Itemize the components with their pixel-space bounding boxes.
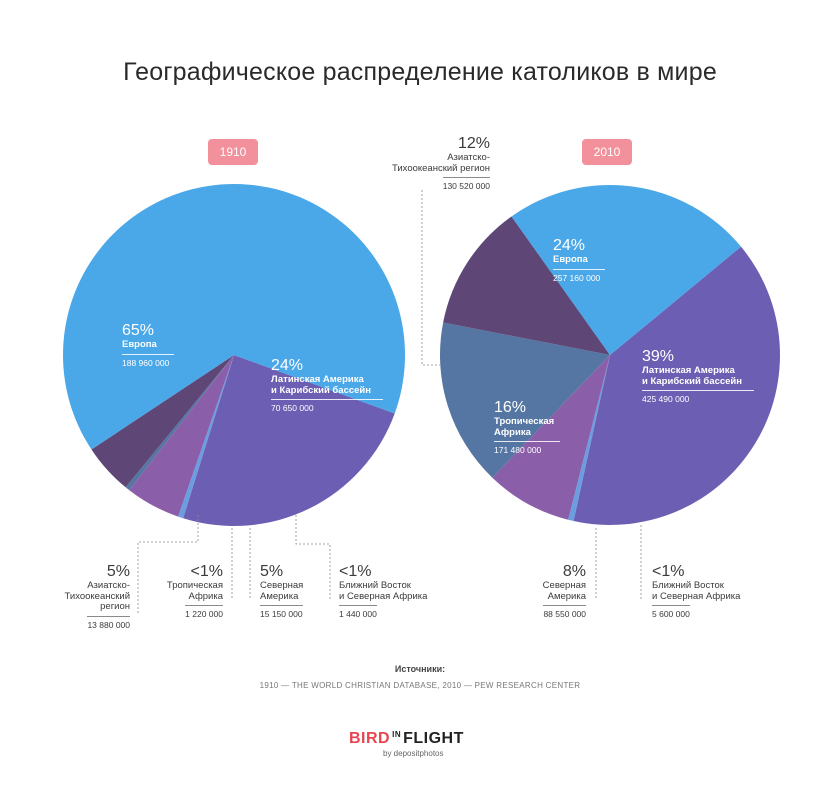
label-1910-africa: <1% Тропическая Африка 1 220 000 [150, 563, 223, 621]
label-2010-asia-name1: Азиатско- [447, 152, 490, 163]
leader-lines [137, 190, 642, 615]
label-1910-mideast-name2: и Северная Африка [339, 590, 428, 602]
slice-1910-mideast [178, 355, 234, 519]
label-2010-africa: 16% Тропическая Африка 171 480 000 [494, 399, 560, 457]
leader-2010-asia [421, 190, 440, 366]
label-2010-mideast-pct: <1% [652, 563, 685, 580]
label-2010-africa-name1: Тропическая [494, 416, 555, 427]
label-2010-africa-value: 171 480 000 [494, 441, 560, 456]
label-2010-namerica-pct: 8% [562, 563, 586, 580]
label-1910-asia-pct: 5% [106, 563, 130, 580]
logo-bird: BIRD [349, 730, 391, 747]
label-1910-asia-value: 13 880 000 [87, 615, 130, 631]
label-2010-europe-value: 257 160 000 [553, 268, 605, 284]
slice-1910-europe [63, 183, 406, 450]
label-2010-asia: 12% Азиатско- Тихоокеанский регион 130 5… [370, 135, 490, 193]
label-2010-europe-name: Европа [553, 254, 588, 265]
label-1910-namerica-name1: Северная [260, 580, 304, 591]
label-2010-mideast-value: 5 600 000 [652, 605, 690, 620]
label-1910-asia: 5% Азиатско- Тихоокеанский регион 13 880… [60, 563, 130, 631]
label-1910-namerica-pct: 5% [260, 563, 284, 580]
label-2010-latin-name2: и Карибский бассейн [642, 375, 743, 387]
leader-1910-asia [137, 515, 199, 615]
label-2010-asia-value: 130 520 000 [442, 177, 490, 192]
label-1910-latin-value: 70 650 000 [271, 399, 383, 414]
label-1910-asia-name2: Тихоокеанский [64, 590, 131, 602]
sources-title: Источники: [394, 664, 446, 674]
pie-1910 [63, 183, 406, 526]
label-2010-latin: 39% Латинская Америка и Карибский бассей… [642, 348, 754, 406]
label-1910-namerica-value: 15 150 000 [260, 605, 303, 620]
label-1910-asia-name3: регион [100, 601, 130, 612]
bird-in-flight-logo: BIRD IN FLIGHT [349, 730, 464, 748]
label-1910-latin-name1: Латинская Америка [271, 374, 364, 385]
label-1910-latin: 24% Латинская Америка и Карибский бассей… [271, 357, 383, 415]
label-2010-latin-value: 425 490 000 [642, 390, 754, 405]
label-2010-africa-name2: Африка [494, 426, 531, 438]
slice-2010-latin [573, 246, 780, 525]
leader-1910-mideast [295, 515, 331, 600]
slice-1910-africa [125, 355, 234, 491]
label-2010-mideast: <1% Ближний Восток и Северная Африка 5 6… [652, 563, 740, 621]
label-2010-asia-name2: Тихоокеанский регион [391, 162, 490, 174]
label-1910-africa-name2: Африка [188, 590, 224, 602]
label-1910-namerica: 5% Северная Америка 15 150 000 [260, 563, 303, 621]
label-2010-mideast-name1: Ближний Восток [652, 580, 724, 591]
label-1910-africa-name1: Тропическая [166, 580, 223, 591]
label-1910-europe-name: Европа [122, 339, 157, 350]
label-2010-mideast-name2: и Северная Африка [652, 590, 741, 602]
slice-2010-asia [443, 216, 610, 355]
slice-1910-asia [91, 355, 234, 488]
label-1910-latin-pct: 24% [271, 357, 304, 374]
label-2010-namerica-value: 88 550 000 [543, 605, 586, 620]
label-1910-europe: 65% Европа 188 960 000 [122, 322, 174, 369]
label-2010-europe: 24% Европа 257 160 000 [553, 237, 605, 284]
slice-2010-africa [439, 322, 610, 478]
sources-text: 1910 — THE WORLD CHRISTIAN DATABASE, 201… [259, 681, 581, 690]
label-1910-mideast-pct: <1% [339, 563, 372, 580]
label-2010-latin-pct: 39% [642, 348, 675, 365]
slice-1910-latin [183, 355, 395, 526]
label-1910-africa-value: 1 220 000 [185, 605, 223, 620]
label-1910-africa-pct: <1% [190, 563, 223, 580]
label-1910-mideast-value: 1 440 000 [339, 605, 377, 620]
label-2010-africa-pct: 16% [494, 399, 527, 416]
logo-subtitle: by depositphotos [383, 749, 444, 758]
label-1910-mideast: <1% Ближний Восток и Северная Африка 1 4… [339, 563, 427, 621]
logo-in: IN [392, 730, 402, 739]
label-1910-europe-pct: 65% [122, 322, 155, 339]
pie-2010 [439, 184, 780, 525]
label-1910-namerica-name2: Америка [260, 590, 299, 602]
chart-title: Географическое распределение католиков в… [123, 58, 717, 86]
year-badge-2010: 2010 [582, 139, 632, 165]
label-1910-latin-name2: и Карибский бассейн [271, 384, 372, 396]
logo-flight: FLIGHT [403, 730, 464, 747]
slice-2010-europe [511, 184, 741, 355]
label-2010-namerica: 8% Северная Америка 88 550 000 [520, 563, 586, 621]
label-2010-namerica-name2: Америка [547, 590, 586, 602]
label-2010-asia-pct: 12% [457, 135, 490, 152]
slice-2010-namerica [492, 355, 610, 520]
label-1910-asia-name1: Азиатско- [87, 580, 130, 591]
year-badge-1910: 1910 [208, 139, 258, 165]
label-2010-europe-pct: 24% [553, 237, 586, 254]
label-2010-latin-name1: Латинская Америка [642, 365, 735, 376]
label-1910-mideast-name1: Ближний Восток [339, 580, 411, 591]
slice-2010-mideast [568, 355, 610, 522]
label-1910-europe-value: 188 960 000 [122, 353, 174, 369]
slice-1910-namerica [129, 355, 234, 517]
label-2010-namerica-name1: Северная [542, 580, 586, 591]
